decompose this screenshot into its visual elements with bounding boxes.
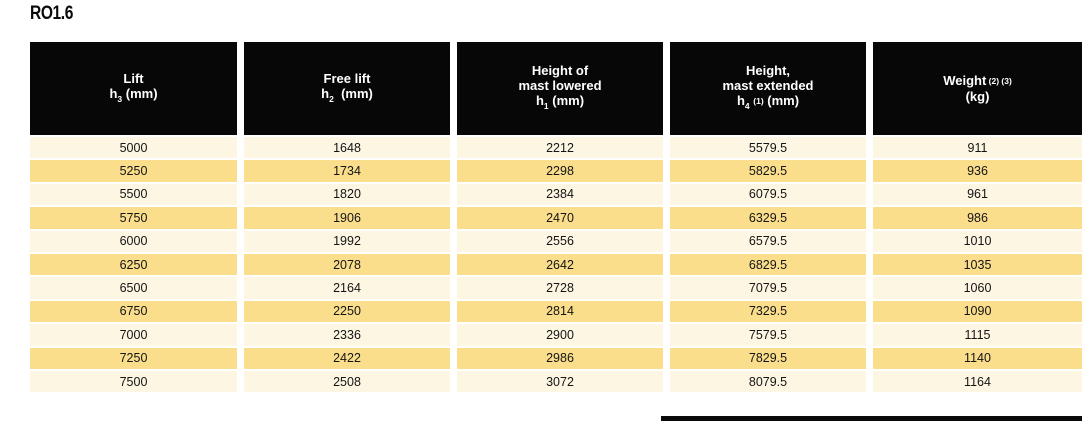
cell-height-mast-lowered: 2986 xyxy=(457,345,670,369)
cell-free-lift: 1648 xyxy=(244,135,457,159)
cell-free-lift: 2422 xyxy=(244,345,457,369)
table-row: 7500 2508 3072 8079.5 1164 xyxy=(30,368,1082,393)
cell-height-mast-lowered: 2728 xyxy=(457,275,670,299)
cell-height-mast-lowered: 2642 xyxy=(457,251,670,276)
cell-height-mast-lowered: 2814 xyxy=(457,298,670,323)
page-title: RO1.6 xyxy=(30,3,73,24)
cell-height-mast-lowered: 2212 xyxy=(457,135,670,159)
table-row: 6750 2250 2814 7329.5 1090 xyxy=(30,298,1082,323)
cell-height-mast-extended: 6329.5 xyxy=(670,205,873,229)
cell-height-mast-extended: 7079.5 xyxy=(670,275,873,299)
cell-height-mast-lowered: 2298 xyxy=(457,158,670,182)
spec-table: Lift h3 (mm) Free lift h2 (mm) Height of mast… xyxy=(30,42,1082,393)
table-row: 5500 1820 2384 6079.5 961 xyxy=(30,181,1082,206)
column-header-height-mast-extended: Height, mast extended h4 (1) (mm) xyxy=(670,42,873,135)
cell-weight: 1060 xyxy=(873,275,1082,299)
cell-lift: 7000 xyxy=(30,322,244,346)
cell-height-mast-lowered: 2470 xyxy=(457,205,670,229)
cell-free-lift: 1906 xyxy=(244,205,457,229)
cell-weight: 1115 xyxy=(873,322,1082,346)
cell-weight: 961 xyxy=(873,181,1082,206)
cell-free-lift: 1820 xyxy=(244,181,457,206)
cell-lift: 7250 xyxy=(30,345,244,369)
cell-lift: 5750 xyxy=(30,205,244,229)
cell-free-lift: 2078 xyxy=(244,251,457,276)
cell-free-lift: 2508 xyxy=(244,368,457,393)
cell-weight: 1035 xyxy=(873,251,1082,276)
cell-height-mast-extended: 7329.5 xyxy=(670,298,873,323)
table-row: 6250 2078 2642 6829.5 1035 xyxy=(30,251,1082,276)
cell-weight: 1140 xyxy=(873,345,1082,369)
cell-height-mast-extended: 6829.5 xyxy=(670,251,873,276)
cell-lift: 7500 xyxy=(30,368,244,393)
cell-lift: 6000 xyxy=(30,228,244,252)
table-header: Lift h3 (mm) Free lift h2 (mm) Height of mast… xyxy=(30,42,1082,135)
table-row: 7250 2422 2986 7829.5 1140 xyxy=(30,345,1082,369)
cell-weight: 1164 xyxy=(873,368,1082,393)
cell-lift: 6250 xyxy=(30,251,244,276)
column-header-height-mast-lowered: Height of mast lowered h1 (mm) xyxy=(457,42,670,135)
cell-weight: 911 xyxy=(873,135,1082,159)
header-row: Lift h3 (mm) Free lift h2 (mm) Height of mast… xyxy=(30,42,1082,135)
table-row: 5000 1648 2212 5579.5 911 xyxy=(30,135,1082,159)
cell-height-mast-extended: 7579.5 xyxy=(670,322,873,346)
table-body: 5000 1648 2212 5579.5 911 5250 1734 2298 5829.5 9… xyxy=(30,135,1082,393)
cell-lift: 5000 xyxy=(30,135,244,159)
cell-weight: 1090 xyxy=(873,298,1082,323)
cell-height-mast-extended: 6079.5 xyxy=(670,181,873,206)
cell-weight: 1010 xyxy=(873,228,1082,252)
cell-free-lift: 1992 xyxy=(244,228,457,252)
cell-height-mast-extended: 6579.5 xyxy=(670,228,873,252)
next-section-edge-bar xyxy=(661,416,1082,421)
table-row: 5750 1906 2470 6329.5 986 xyxy=(30,205,1082,229)
cell-height-mast-lowered: 2384 xyxy=(457,181,670,206)
table-row: 7000 2336 2900 7579.5 1115 xyxy=(30,322,1082,346)
cell-height-mast-lowered: 2900 xyxy=(457,322,670,346)
cell-height-mast-extended: 5579.5 xyxy=(670,135,873,159)
cell-lift: 6750 xyxy=(30,298,244,323)
cell-lift: 6500 xyxy=(30,275,244,299)
cell-free-lift: 2336 xyxy=(244,322,457,346)
cell-height-mast-lowered: 2556 xyxy=(457,228,670,252)
table-row: 5250 1734 2298 5829.5 936 xyxy=(30,158,1082,182)
table-row: 6000 1992 2556 6579.5 1010 xyxy=(30,228,1082,252)
cell-height-mast-extended: 8079.5 xyxy=(670,368,873,393)
cell-height-mast-extended: 5829.5 xyxy=(670,158,873,182)
cell-height-mast-extended: 7829.5 xyxy=(670,345,873,369)
column-header-lift: Lift h3 (mm) xyxy=(30,42,244,135)
cell-weight: 936 xyxy=(873,158,1082,182)
cell-free-lift: 1734 xyxy=(244,158,457,182)
cell-free-lift: 2164 xyxy=(244,275,457,299)
cell-weight: 986 xyxy=(873,205,1082,229)
cell-lift: 5250 xyxy=(30,158,244,182)
table-row: 6500 2164 2728 7079.5 1060 xyxy=(30,275,1082,299)
column-header-weight: Weight (2) (3) (kg) xyxy=(873,42,1082,135)
cell-free-lift: 2250 xyxy=(244,298,457,323)
cell-lift: 5500 xyxy=(30,181,244,206)
cell-height-mast-lowered: 3072 xyxy=(457,368,670,393)
column-header-free-lift: Free lift h2 (mm) xyxy=(244,42,457,135)
